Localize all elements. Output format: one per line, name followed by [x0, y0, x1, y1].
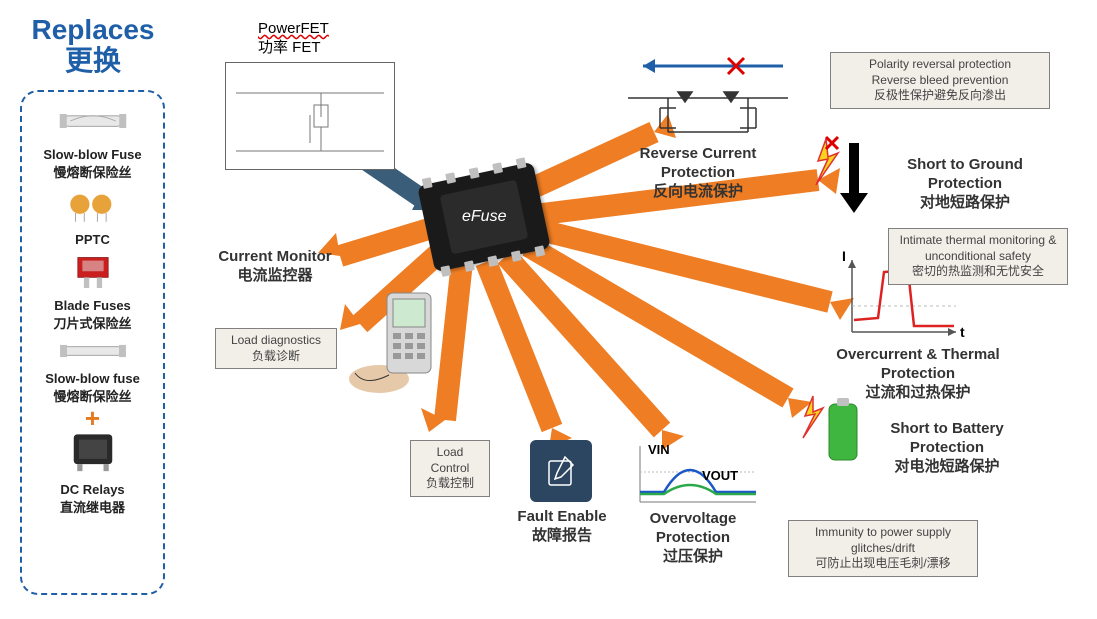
load-ctrl-zh: 负载控制 [419, 476, 481, 492]
load-ctrl-callout: Load Control 负载控制 [410, 440, 490, 497]
sb-en: Short to Battery Protection [862, 420, 1032, 458]
arrow-to-load-ctrl [445, 262, 462, 420]
oc-ylabel: I [842, 248, 846, 264]
immunity-zh: 可防止出现电压毛刺/漂移 [797, 556, 969, 572]
thermal-en: Intimate thermal monitoring & unconditio… [897, 233, 1059, 264]
ovp-zh: 过压保护 [628, 548, 758, 567]
polarity-zh: 反极性保护避免反向渗出 [839, 88, 1041, 104]
powerfet-zh: 功率 FET [258, 39, 388, 58]
load-diag-zh: 负载诊断 [224, 349, 328, 365]
thermal-zh: 密切的热监测和无忧安全 [897, 264, 1059, 280]
curmon-zh: 电流监控器 [195, 267, 355, 286]
thermal-callout: Intimate thermal monitoring & unconditio… [888, 228, 1068, 285]
short-gnd-graphic [810, 135, 880, 220]
vout-label: VOUT [702, 468, 738, 483]
powerfet-schematic [225, 62, 395, 170]
fault-en: Fault Enable [502, 508, 622, 527]
oc-xlabel: t [960, 324, 965, 340]
fault-enable-icon [530, 440, 592, 502]
curmon-en: Current Monitor [195, 248, 355, 267]
reverse-current-label: Reverse Current Protection 反向电流保护 [608, 145, 788, 201]
sg-zh: 对地短路保护 [880, 194, 1050, 213]
chip-label: eFuse [462, 208, 506, 226]
powerfet-en: PowerFET [258, 20, 388, 39]
rc-zh: 反向电流保护 [608, 183, 788, 202]
polarity-callout: Polarity reversal protection Reverse ble… [830, 52, 1050, 109]
current-monitor-label: Current Monitor 电流监控器 [195, 248, 355, 286]
load-diag-callout: Load diagnostics 负载诊断 [215, 328, 337, 369]
immunity-en: Immunity to power supply glitches/drift [797, 525, 969, 556]
sb-zh: 对电池短路保护 [862, 458, 1032, 477]
fault-zh: 故障报告 [502, 527, 622, 546]
polarity-en: Polarity reversal protection Reverse ble… [839, 57, 1041, 88]
short-batt-label: Short to Battery Protection 对电池短路保护 [862, 420, 1032, 476]
sg-en: Short to Ground Protection [880, 156, 1050, 194]
load-ctrl-en: Load Control [419, 445, 481, 476]
rc-en: Reverse Current Protection [608, 145, 788, 183]
ovp-en: Overvoltage Protection [628, 510, 758, 548]
reverse-current-schematic [608, 52, 808, 147]
diagnostic-tool-icon [345, 285, 445, 400]
oct-en: Overcurrent & Thermal Protection [808, 346, 1028, 384]
oc-thermal-label: Overcurrent & Thermal Protection 过流和过热保护 [808, 346, 1028, 402]
vin-label: VIN [648, 442, 670, 457]
ovp-label: Overvoltage Protection 过压保护 [628, 510, 758, 566]
immunity-callout: Immunity to power supply glitches/drift … [788, 520, 978, 577]
short-gnd-label: Short to Ground Protection 对地短路保护 [880, 156, 1050, 212]
powerfet-label: PowerFET 功率 FET [258, 20, 388, 58]
oct-zh: 过流和过热保护 [808, 384, 1028, 403]
fault-enable-label: Fault Enable 故障报告 [502, 508, 622, 546]
load-diag-en: Load diagnostics [224, 333, 328, 349]
